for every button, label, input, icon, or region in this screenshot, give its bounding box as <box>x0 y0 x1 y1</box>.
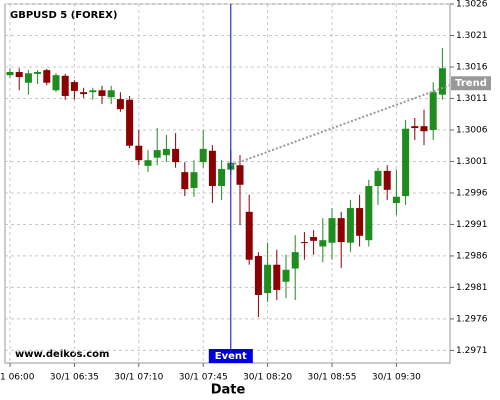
candle-body <box>365 186 373 241</box>
trend-label: Trend <box>455 78 487 89</box>
x-tick-label: 30/1 06:35 <box>50 373 99 383</box>
candle-body <box>429 92 437 130</box>
plot-area <box>4 3 451 364</box>
candle-body <box>162 148 170 156</box>
candle-body <box>264 264 272 294</box>
trend-label-box <box>451 76 491 91</box>
candle-body <box>199 148 207 163</box>
candle-body <box>438 68 446 95</box>
x-axis-label: Date <box>211 383 246 398</box>
y-tick-label: 1.2996 <box>456 188 488 198</box>
candle-body <box>6 72 14 76</box>
candle-body <box>300 242 308 244</box>
x-tick-label: 30/1 08:55 <box>307 373 356 383</box>
candle-body <box>374 170 382 187</box>
y-tick-label: 1.2986 <box>456 251 488 261</box>
candle-body <box>61 75 69 96</box>
candle-body <box>218 169 226 187</box>
candle-body <box>291 252 299 269</box>
candle-body <box>52 75 60 91</box>
y-tick-label: 1.3026 <box>456 0 488 10</box>
candle-body <box>310 237 318 241</box>
y-tick-label: 1.3016 <box>456 62 488 72</box>
candle-body <box>420 126 428 132</box>
candle-body <box>190 172 198 188</box>
candle-body <box>282 269 290 282</box>
candle-body <box>236 165 244 185</box>
y-tick-label: 1.2976 <box>456 314 488 324</box>
candle-body <box>89 90 97 93</box>
event-label-box <box>208 349 253 363</box>
candle-body <box>15 72 23 78</box>
y-tick-label: 1.3006 <box>456 125 488 135</box>
candle-body <box>43 70 51 83</box>
event-label: Event <box>215 351 247 362</box>
x-tick-label: 30/1 06:00 <box>0 373 35 383</box>
candle-body <box>392 196 400 204</box>
y-tick-label: 1.2991 <box>456 220 488 230</box>
candle-body <box>383 170 391 190</box>
candle-body <box>153 150 161 158</box>
y-tick-label: 1.3001 <box>456 157 488 167</box>
candle-body <box>245 211 253 260</box>
x-tick-label: 30/1 07:45 <box>179 373 228 383</box>
chart-title: GBPUSD 5 (FOREX) <box>10 10 117 21</box>
candle-body <box>34 72 42 74</box>
candle-body <box>107 90 115 98</box>
candle-body <box>70 82 78 91</box>
candle-body <box>116 99 124 110</box>
y-tick-label: 1.2971 <box>456 346 488 356</box>
candle-body <box>273 264 281 290</box>
candle-body <box>172 148 180 163</box>
trend-line <box>230 84 451 167</box>
candle-body <box>402 128 410 197</box>
x-tick-label: 30/1 09:30 <box>372 373 421 383</box>
candle-body <box>208 150 216 187</box>
candle-body <box>411 126 419 129</box>
x-tick-label: 30/1 07:10 <box>114 373 163 383</box>
candle-body <box>346 208 354 243</box>
y-tick-label: 1.3011 <box>456 94 488 104</box>
candle-body <box>356 208 364 236</box>
y-tick-label: 1.3021 <box>456 31 488 41</box>
candle-body <box>328 218 336 243</box>
candle-body <box>98 90 106 96</box>
candle-body <box>181 172 189 190</box>
candle-body <box>337 218 345 243</box>
candle-body <box>254 255 262 295</box>
candle-body <box>144 160 152 166</box>
candle-body <box>24 73 32 83</box>
candle-body <box>126 99 134 146</box>
candle-body <box>319 240 327 247</box>
watermark: www.delkos.com <box>15 349 109 360</box>
candle-body <box>80 92 88 95</box>
candle-body <box>135 145 143 161</box>
x-tick-label: 30/1 08:20 <box>243 373 292 383</box>
y-tick-label: 1.2981 <box>456 283 488 293</box>
